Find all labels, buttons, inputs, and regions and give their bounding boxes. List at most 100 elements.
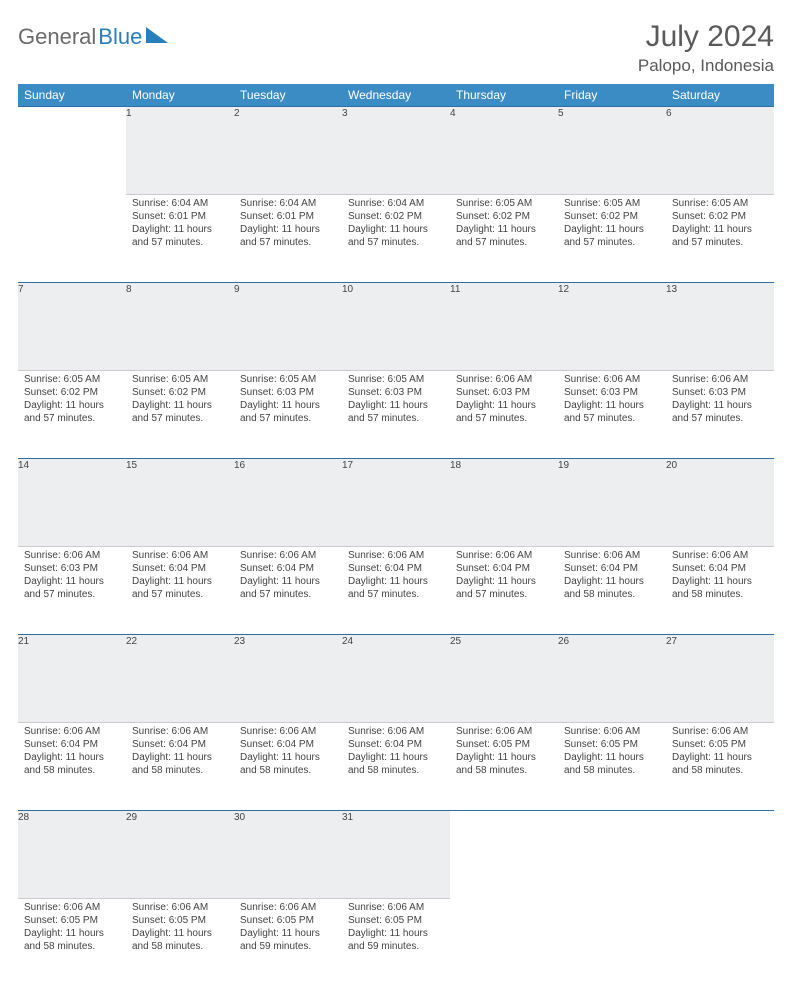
sunrise-text: Sunrise: 6:06 AM: [24, 901, 120, 914]
week-body-row: Sunrise: 6:06 AMSunset: 6:03 PMDaylight:…: [18, 547, 774, 635]
sunrise-text: Sunrise: 6:06 AM: [564, 373, 660, 386]
daylight-text: Daylight: 11 hours and 58 minutes.: [672, 751, 768, 777]
sunset-text: Sunset: 6:02 PM: [348, 210, 444, 223]
daynum-row: 123456: [18, 107, 774, 195]
sunrise-text: Sunrise: 6:06 AM: [132, 901, 228, 914]
day-number-cell: 14: [18, 459, 126, 547]
day-cell-content: Sunrise: 6:06 AMSunset: 6:05 PMDaylight:…: [450, 723, 558, 781]
day-number: 19: [558, 460, 569, 471]
day-cell: Sunrise: 6:06 AMSunset: 6:04 PMDaylight:…: [342, 547, 450, 635]
day-cell-content: Sunrise: 6:06 AMSunset: 6:05 PMDaylight:…: [234, 899, 342, 957]
day-cell: Sunrise: 6:06 AMSunset: 6:04 PMDaylight:…: [558, 547, 666, 635]
day-cell: Sunrise: 6:06 AMSunset: 6:04 PMDaylight:…: [18, 723, 126, 811]
sunrise-text: Sunrise: 6:05 AM: [132, 373, 228, 386]
day-cell-content: Sunrise: 6:05 AMSunset: 6:03 PMDaylight:…: [342, 371, 450, 429]
title-block: July 2024 Palopo, Indonesia: [638, 20, 774, 76]
sunset-text: Sunset: 6:02 PM: [456, 210, 552, 223]
day-number-cell: 12: [558, 283, 666, 371]
day-cell: [18, 195, 126, 283]
daynum-row: 14151617181920: [18, 459, 774, 547]
day-number: 16: [234, 460, 245, 471]
day-number: 11: [450, 284, 460, 295]
day-number: 12: [558, 284, 569, 295]
day-cell-content: Sunrise: 6:06 AMSunset: 6:05 PMDaylight:…: [558, 723, 666, 781]
day-number-cell: [18, 107, 126, 195]
day-number-cell: 2: [234, 107, 342, 195]
sunrise-text: Sunrise: 6:05 AM: [24, 373, 120, 386]
daylight-text: Daylight: 11 hours and 58 minutes.: [132, 927, 228, 953]
sunset-text: Sunset: 6:02 PM: [132, 386, 228, 399]
sunset-text: Sunset: 6:04 PM: [240, 738, 336, 751]
sunrise-text: Sunrise: 6:05 AM: [456, 197, 552, 210]
day-cell-content: Sunrise: 6:06 AMSunset: 6:04 PMDaylight:…: [558, 547, 666, 605]
location-label: Palopo, Indonesia: [638, 56, 774, 76]
sunrise-text: Sunrise: 6:06 AM: [240, 725, 336, 738]
day-cell-content: Sunrise: 6:06 AMSunset: 6:03 PMDaylight:…: [450, 371, 558, 429]
calendar-page: General Blue July 2024 Palopo, Indonesia…: [0, 0, 792, 987]
day-number: 30: [234, 812, 245, 823]
daynum-row: 2829 30 31: [18, 811, 774, 899]
day-cell: Sunrise: 6:06 AMSunset: 6:04 PMDaylight:…: [234, 723, 342, 811]
day-cell: Sunrise: 6:04 AMSunset: 6:01 PMDaylight:…: [234, 195, 342, 283]
day-cell-content: Sunrise: 6:06 AMSunset: 6:04 PMDaylight:…: [234, 723, 342, 781]
brand-text-general: General: [18, 24, 96, 50]
day-number-cell: 27: [666, 635, 774, 723]
day-number-cell: 16: [234, 459, 342, 547]
sunrise-text: Sunrise: 6:06 AM: [564, 549, 660, 562]
sunset-text: Sunset: 6:04 PM: [456, 562, 552, 575]
day-cell-content: Sunrise: 6:04 AMSunset: 6:01 PMDaylight:…: [126, 195, 234, 253]
weekday-mon: Monday: [126, 84, 234, 107]
weekday-header-row: Sunday Monday Tuesday Wednesday Thursday…: [18, 84, 774, 107]
day-cell-content: Sunrise: 6:06 AMSunset: 6:05 PMDaylight:…: [18, 899, 126, 957]
day-cell: Sunrise: 6:05 AMSunset: 6:02 PMDaylight:…: [126, 371, 234, 459]
day-number: 26: [558, 636, 569, 647]
day-cell: Sunrise: 6:06 AMSunset: 6:03 PMDaylight:…: [18, 547, 126, 635]
sunrise-text: Sunrise: 6:06 AM: [456, 725, 552, 738]
day-cell-content: Sunrise: 6:06 AMSunset: 6:04 PMDaylight:…: [666, 547, 774, 605]
daylight-text: Daylight: 11 hours and 57 minutes.: [564, 399, 660, 425]
day-number: 21: [18, 636, 29, 647]
day-cell: Sunrise: 6:06 AMSunset: 6:04 PMDaylight:…: [126, 547, 234, 635]
day-number-cell: 11: [450, 283, 558, 371]
day-number-cell: 28: [18, 811, 126, 899]
day-cell: [558, 899, 666, 987]
day-number: 20: [666, 460, 677, 471]
day-cell: Sunrise: 6:06 AMSunset: 6:05 PMDaylight:…: [342, 899, 450, 987]
weekday-tue: Tuesday: [234, 84, 342, 107]
week-body-row: Sunrise: 6:06 AMSunset: 6:05 PMDaylight:…: [18, 899, 774, 987]
day-number-cell: 5: [558, 107, 666, 195]
day-number: 10: [342, 284, 353, 295]
week-body-row: Sunrise: 6:06 AMSunset: 6:04 PMDaylight:…: [18, 723, 774, 811]
day-cell: Sunrise: 6:06 AMSunset: 6:04 PMDaylight:…: [126, 723, 234, 811]
daylight-text: Daylight: 11 hours and 58 minutes.: [672, 575, 768, 601]
weekday-fri: Friday: [558, 84, 666, 107]
day-number-cell: [666, 811, 774, 899]
sunset-text: Sunset: 6:04 PM: [132, 738, 228, 751]
day-cell: Sunrise: 6:06 AMSunset: 6:05 PMDaylight:…: [666, 723, 774, 811]
day-number: 23: [234, 636, 245, 647]
day-number: 29: [126, 812, 137, 823]
day-cell: Sunrise: 6:05 AMSunset: 6:02 PMDaylight:…: [450, 195, 558, 283]
day-number-cell: 31: [342, 811, 450, 899]
day-cell-content: Sunrise: 6:05 AMSunset: 6:02 PMDaylight:…: [18, 371, 126, 429]
sunset-text: Sunset: 6:04 PM: [348, 738, 444, 751]
sunset-text: Sunset: 6:02 PM: [564, 210, 660, 223]
day-cell-content: Sunrise: 6:05 AMSunset: 6:02 PMDaylight:…: [666, 195, 774, 253]
daylight-text: Daylight: 11 hours and 57 minutes.: [348, 399, 444, 425]
sunset-text: Sunset: 6:03 PM: [672, 386, 768, 399]
day-number-cell: 10: [342, 283, 450, 371]
sunset-text: Sunset: 6:03 PM: [564, 386, 660, 399]
day-number-cell: 29: [126, 811, 234, 899]
daylight-text: Daylight: 11 hours and 57 minutes.: [348, 575, 444, 601]
sunrise-text: Sunrise: 6:06 AM: [132, 549, 228, 562]
sunset-text: Sunset: 6:05 PM: [672, 738, 768, 751]
day-cell: Sunrise: 6:05 AMSunset: 6:02 PMDaylight:…: [18, 371, 126, 459]
day-number-cell: [450, 811, 558, 899]
day-cell: Sunrise: 6:06 AMSunset: 6:05 PMDaylight:…: [450, 723, 558, 811]
day-cell: Sunrise: 6:05 AMSunset: 6:02 PMDaylight:…: [666, 195, 774, 283]
daylight-text: Daylight: 11 hours and 58 minutes.: [564, 751, 660, 777]
sunrise-text: Sunrise: 6:04 AM: [240, 197, 336, 210]
weekday-sun: Sunday: [18, 84, 126, 107]
day-number: 13: [666, 284, 677, 295]
day-cell: Sunrise: 6:05 AMSunset: 6:02 PMDaylight:…: [558, 195, 666, 283]
